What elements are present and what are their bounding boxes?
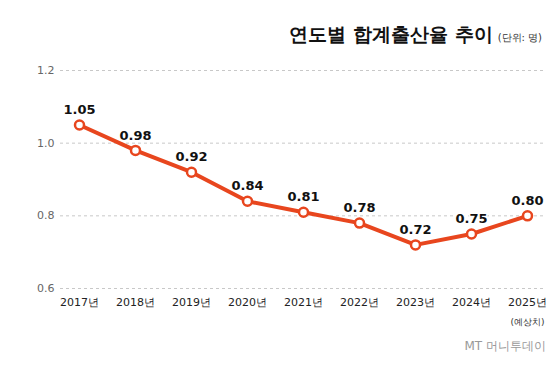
svg-text:1.2: 1.2 — [37, 64, 55, 77]
svg-text:0.81: 0.81 — [287, 189, 319, 204]
svg-text:2018년: 2018년 — [116, 296, 155, 309]
svg-text:2023년: 2023년 — [396, 296, 435, 309]
html-text:MT 머니투데이: MT 머니투데이 — [464, 339, 546, 353]
svg-text:0.98: 0.98 — [119, 128, 151, 143]
svg-text:1.0: 1.0 — [37, 137, 55, 150]
html-text:연도별 합계출산율 추이 (단위: 명): 연도별 합계출산율 추이 (단위: 명) — [289, 23, 542, 45]
svg-text:0.80: 0.80 — [511, 193, 543, 208]
svg-text:0.72: 0.72 — [399, 222, 431, 237]
svg-text:0.75: 0.75 — [455, 211, 487, 226]
svg-text:2017년: 2017년 — [60, 296, 99, 309]
svg-text:0.92: 0.92 — [175, 149, 207, 164]
svg-text:2020년: 2020년 — [228, 296, 267, 309]
svg-text:(예상치): (예상치) — [510, 317, 544, 327]
svg-text:2024년: 2024년 — [452, 296, 491, 309]
svg-text:2021년: 2021년 — [284, 296, 323, 309]
svg-text:0.78: 0.78 — [343, 200, 375, 215]
svg-text:2019년: 2019년 — [172, 296, 211, 309]
svg-text:1.05: 1.05 — [63, 102, 95, 117]
svg-text:2025년: 2025년 — [508, 296, 547, 309]
svg-text:0.8: 0.8 — [37, 209, 55, 222]
svg-text:0.84: 0.84 — [231, 178, 263, 193]
svg-text:2022년: 2022년 — [340, 296, 379, 309]
svg-text:0.6: 0.6 — [37, 282, 55, 295]
